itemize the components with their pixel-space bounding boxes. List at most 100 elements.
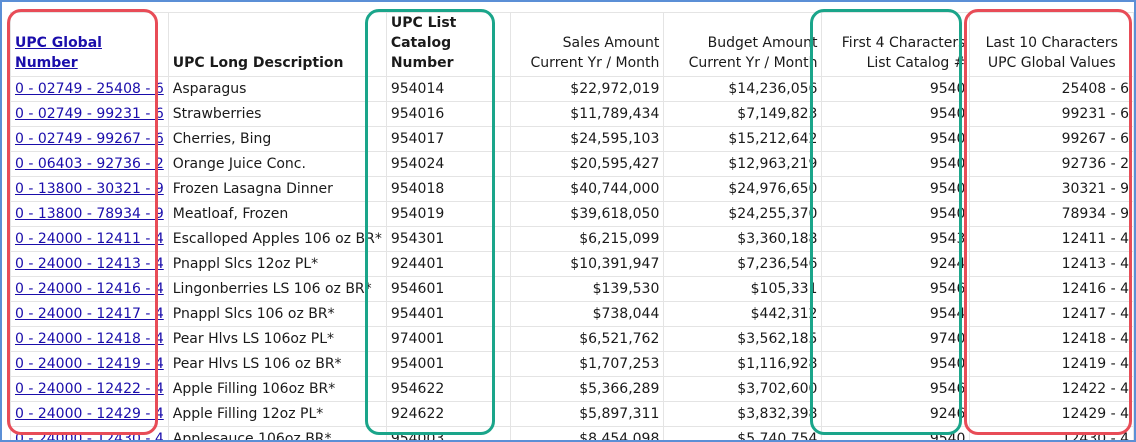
last-10-chars-cell: 12419 - 4: [969, 351, 1134, 377]
list-catalog-cell: 924622: [385, 401, 512, 427]
last-10-chars-cell: 30321 - 9: [969, 176, 1134, 202]
table-row: 0 - 24000 - 12411 - 4 Escalloped Apples 1…: [10, 226, 1134, 252]
upc-global-cell[interactable]: 0 - 24000 - 12418 - 4: [10, 326, 169, 352]
upc-global-link[interactable]: 0 - 13800 - 30321 - 9: [15, 181, 164, 197]
long-description-cell: Strawberries: [167, 101, 387, 127]
sales-amount-cell: $10,391,947: [510, 251, 665, 277]
last-10-chars-cell: 12430 - 4: [969, 426, 1134, 440]
list-catalog-cell: 954018: [385, 176, 512, 202]
upc-global-link[interactable]: 0 - 24000 - 12430 - 4: [15, 431, 164, 442]
upc-global-link[interactable]: 0 - 02749 - 99267 - 6: [15, 131, 164, 147]
list-catalog-cell: 954301: [385, 226, 512, 252]
sales-amount-cell: $24,595,103: [510, 126, 665, 152]
budget-amount-cell: $24,255,370: [663, 201, 823, 227]
upc-global-cell[interactable]: 0 - 13800 - 30321 - 9: [10, 176, 169, 202]
table-row: 0 - 02749 - 25408 - 6 Asparagus 954014 $22,…: [10, 76, 1134, 102]
last-10-chars-cell: 99231 - 6: [969, 101, 1134, 127]
last-10-chars-cell: 12416 - 4: [969, 276, 1134, 302]
sales-amount-cell: $39,618,050: [510, 201, 665, 227]
upc-global-link[interactable]: 0 - 24000 - 12413 - 4: [15, 256, 164, 272]
budget-amount-cell: $3,360,188: [663, 226, 823, 252]
first-4-chars-cell: 9544: [821, 301, 971, 327]
sort-upc-global-link[interactable]: UPC Global Number: [15, 35, 102, 71]
first-4-chars-cell: 9540: [821, 126, 971, 152]
table-row: 0 - 24000 - 12418 - 4 Pear Hlvs LS 106oz …: [10, 326, 1134, 352]
list-catalog-cell: 954014: [385, 76, 512, 102]
last-10-chars-cell: 25408 - 6: [969, 76, 1134, 102]
upc-global-link[interactable]: 0 - 13800 - 78934 - 9: [15, 206, 164, 222]
upc-global-cell[interactable]: 0 - 24000 - 12430 - 4: [10, 426, 169, 442]
budget-amount-cell: $7,149,823: [663, 101, 823, 127]
list-catalog-cell: 974001: [385, 326, 512, 352]
sales-amount-cell: $1,707,253: [510, 351, 665, 377]
list-catalog-cell: 954401: [385, 301, 512, 327]
table-row: 0 - 24000 - 12422 - 4 Apple Filling 106oz…: [10, 376, 1134, 402]
upc-global-cell[interactable]: 0 - 24000 - 12417 - 4: [10, 301, 169, 327]
header-sales-amount: Sales Amount Current Yr / Month: [510, 12, 665, 77]
sales-amount-cell: $5,897,311: [510, 401, 665, 427]
budget-amount-cell: $3,832,398: [663, 401, 823, 427]
long-description-cell: Applesauce 106oz BR*: [167, 426, 387, 440]
table-row: 0 - 24000 - 12419 - 4 Pear Hlvs LS 106 oz…: [10, 351, 1134, 377]
upc-global-link[interactable]: 0 - 06403 - 92736 - 2: [15, 156, 164, 172]
upc-global-cell[interactable]: 0 - 02749 - 99231 - 6: [10, 101, 169, 127]
budget-amount-cell: $24,976,650: [663, 176, 823, 202]
upc-global-cell[interactable]: 0 - 13800 - 78934 - 9: [10, 201, 169, 227]
upc-global-link[interactable]: 0 - 24000 - 12411 - 4: [15, 231, 164, 247]
sales-amount-cell: $22,972,019: [510, 76, 665, 102]
sales-amount-cell: $20,595,427: [510, 151, 665, 177]
upc-global-link[interactable]: 0 - 24000 - 12417 - 4: [15, 306, 164, 322]
upc-global-link[interactable]: 0 - 24000 - 12416 - 4: [15, 281, 164, 297]
table-row: 0 - 02749 - 99267 - 6 Cherries, Bing 95401…: [10, 126, 1134, 152]
sales-amount-cell: $6,521,762: [510, 326, 665, 352]
sales-amount-cell: $6,215,099: [510, 226, 665, 252]
upc-global-cell[interactable]: 0 - 02749 - 25408 - 6: [10, 76, 169, 102]
list-catalog-cell: 954024: [385, 151, 512, 177]
header-last-10-chars: Last 10 Characters UPC Global Values: [969, 12, 1134, 77]
first-4-chars-cell: 9740: [821, 326, 971, 352]
upc-global-cell[interactable]: 0 - 24000 - 12416 - 4: [10, 276, 169, 302]
long-description-cell: Apple Filling 12oz PL*: [167, 401, 387, 427]
upc-global-link[interactable]: 0 - 24000 - 12429 - 4: [15, 406, 164, 422]
upc-global-cell[interactable]: 0 - 24000 - 12419 - 4: [10, 351, 169, 377]
long-description-cell: Pear Hlvs LS 106 oz BR*: [167, 351, 387, 377]
first-4-chars-cell: 9540: [821, 426, 971, 440]
upc-global-cell[interactable]: 0 - 24000 - 12413 - 4: [10, 251, 169, 277]
last-10-chars-cell: 12422 - 4: [969, 376, 1134, 402]
list-catalog-cell: 954016: [385, 101, 512, 127]
upc-global-cell[interactable]: 0 - 02749 - 99267 - 6: [10, 126, 169, 152]
long-description-cell: Orange Juice Conc.: [167, 151, 387, 177]
header-upc-global[interactable]: UPC Global Number: [10, 12, 169, 77]
first-4-chars-cell: 9540: [821, 101, 971, 127]
budget-amount-cell: $3,562,185: [663, 326, 823, 352]
sales-amount-cell: $139,530: [510, 276, 665, 302]
upc-global-cell[interactable]: 0 - 24000 - 12411 - 4: [10, 226, 169, 252]
upc-global-link[interactable]: 0 - 24000 - 12418 - 4: [15, 331, 164, 347]
first-4-chars-cell: 9540: [821, 176, 971, 202]
sales-amount-cell: $8,454,098: [510, 426, 665, 440]
upc-global-link[interactable]: 0 - 24000 - 12419 - 4: [15, 356, 164, 372]
table-row: 0 - 13800 - 78934 - 9 Meatloaf, Frozen 954…: [10, 201, 1134, 227]
upc-global-cell[interactable]: 0 - 06403 - 92736 - 2: [10, 151, 169, 177]
long-description-cell: Pnappl Slcs 106 oz BR*: [167, 301, 387, 327]
long-description-cell: Cherries, Bing: [167, 126, 387, 152]
table-row: 0 - 24000 - 12417 - 4 Pnappl Slcs 106 oz …: [10, 301, 1134, 327]
upc-global-link[interactable]: 0 - 02749 - 25408 - 6: [15, 81, 164, 97]
upc-global-cell[interactable]: 0 - 24000 - 12429 - 4: [10, 401, 169, 427]
sales-amount-cell: $5,366,289: [510, 376, 665, 402]
budget-amount-cell: $1,116,928: [663, 351, 823, 377]
list-catalog-cell: 954003: [385, 426, 512, 440]
table-row: 0 - 24000 - 12416 - 4 Lingonberries LS 10…: [10, 276, 1134, 302]
budget-amount-cell: $14,236,056: [663, 76, 823, 102]
budget-amount-cell: $7,236,546: [663, 251, 823, 277]
last-10-chars-cell: 12417 - 4: [969, 301, 1134, 327]
upc-global-link[interactable]: 0 - 24000 - 12422 - 4: [15, 381, 164, 397]
budget-amount-cell: $442,312: [663, 301, 823, 327]
first-4-chars-cell: 9244: [821, 251, 971, 277]
list-catalog-cell: 954601: [385, 276, 512, 302]
upc-global-cell[interactable]: 0 - 24000 - 12422 - 4: [10, 376, 169, 402]
first-4-chars-cell: 9546: [821, 276, 971, 302]
upc-global-link[interactable]: 0 - 02749 - 99231 - 6: [15, 106, 164, 122]
header-long-description: UPC Long Description: [167, 12, 387, 77]
